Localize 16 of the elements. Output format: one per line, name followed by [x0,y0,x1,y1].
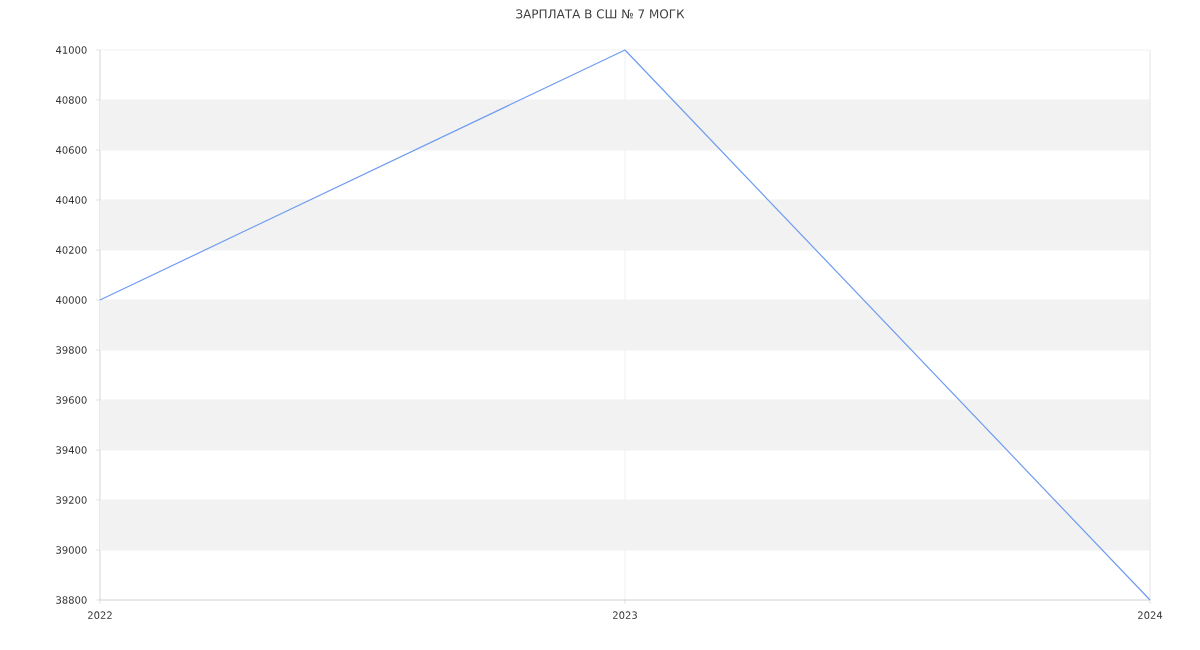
y-tick-label: 40800 [55,96,87,104]
y-tick-label: 39200 [56,496,87,504]
x-tick-label: 2023 [613,611,637,619]
y-tick-label: 39600 [56,396,87,404]
y-tick-label: 40000 [55,296,87,304]
y-tick-label: 40400 [55,196,87,204]
y-tick-label: 39800 [56,346,87,354]
x-tick-label: 2024 [1138,611,1163,619]
y-tick-label: 41000 [55,46,87,54]
x-tick-label: 2022 [88,611,112,619]
y-tick-label: 38800 [56,596,87,604]
y-tick-label: 40600 [55,146,87,154]
y-tick-label: 39400 [56,446,87,454]
y-tick-label: 40200 [55,246,87,254]
y-tick-label: 39000 [56,546,87,554]
chart-title: ЗАРПЛАТА В СШ № 7 МОГК [516,9,685,19]
